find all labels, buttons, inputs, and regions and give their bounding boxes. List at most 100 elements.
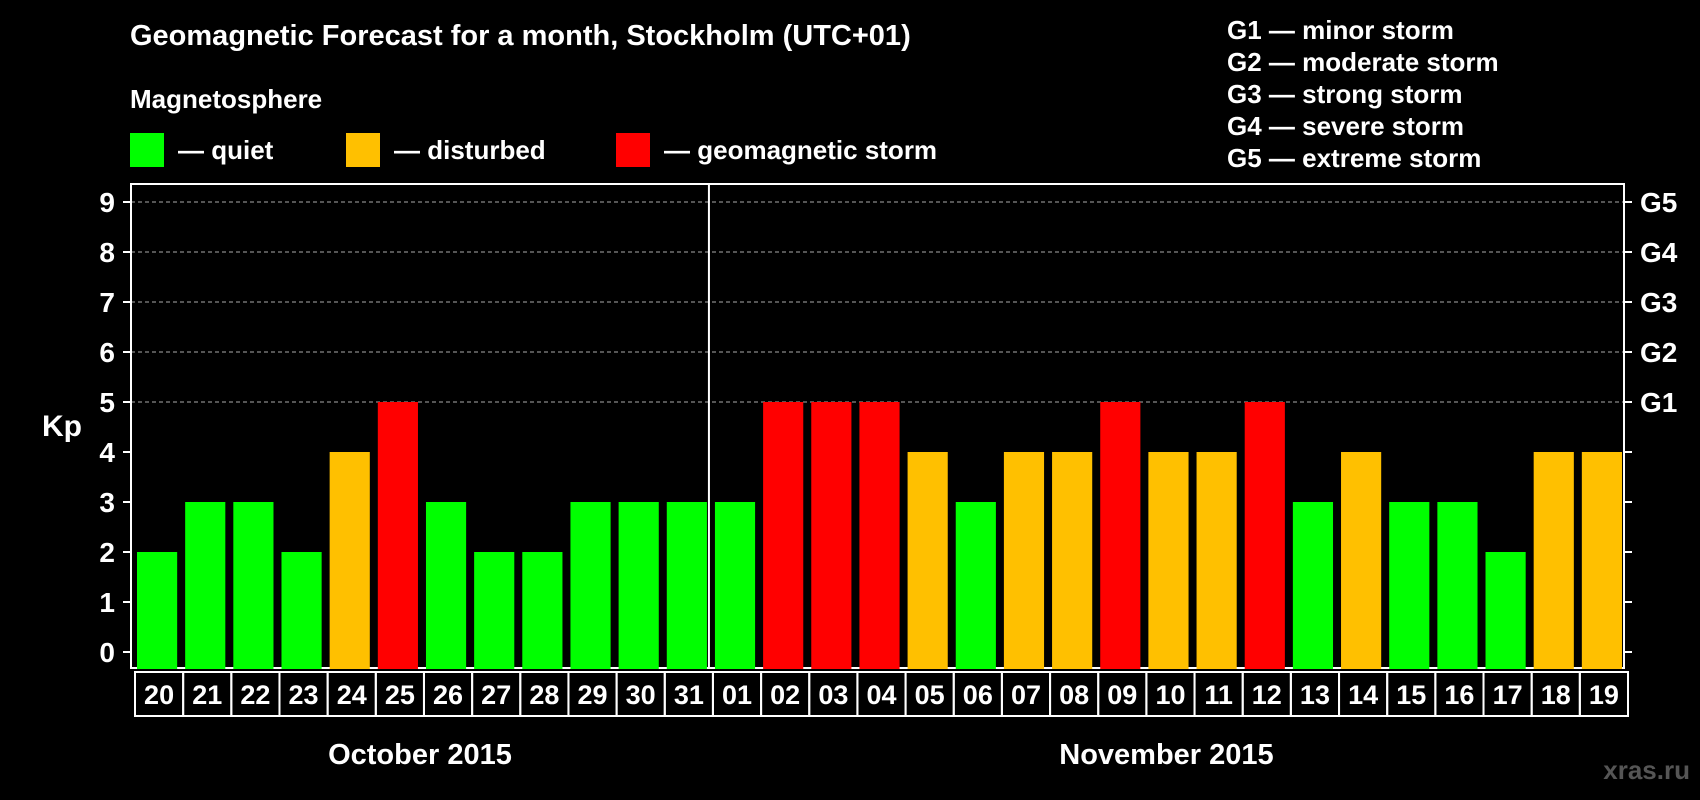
x-tick-label: 29: [578, 680, 608, 710]
chart-title: Geomagnetic Forecast for a month, Stockh…: [130, 20, 911, 52]
kp-bar: [859, 402, 900, 669]
legend-item-disturbed: — disturbed: [346, 133, 546, 167]
g-scale-label: G5: [1640, 187, 1677, 218]
x-tick-label: 11: [1204, 680, 1233, 710]
kp-bar: [1100, 402, 1141, 669]
x-tick-label: 06: [963, 680, 993, 710]
date-cell: [1578, 671, 1630, 717]
kp-bar: [522, 552, 563, 669]
kp-bar: [1148, 452, 1189, 669]
kp-bar: [1052, 452, 1093, 669]
x-tick-label: 18: [1541, 680, 1571, 710]
x-tick-label: 30: [626, 680, 656, 710]
kp-bar: [1485, 552, 1526, 669]
kp-bar: [377, 402, 418, 669]
kp-bar: [666, 502, 707, 669]
x-tick-label: 10: [1155, 680, 1185, 710]
y-tick-label: 6: [99, 337, 115, 368]
x-tick-label: 09: [1107, 680, 1137, 710]
kp-bar: [763, 402, 804, 669]
y-tick-label: 0: [99, 637, 115, 668]
kp-bar: [1389, 502, 1430, 669]
x-tick-label: 20: [144, 680, 174, 710]
x-tick-label: 08: [1059, 680, 1089, 710]
kp-bar: [1533, 452, 1574, 669]
legend-heading: Magnetosphere: [130, 84, 323, 114]
kp-bar: [1003, 452, 1045, 669]
disturbed-swatch: [346, 133, 380, 167]
kp-bar: [714, 502, 756, 669]
quiet-swatch: [130, 133, 164, 167]
x-tick-label: 25: [385, 680, 415, 710]
x-tick-label: 02: [770, 680, 800, 710]
x-tick-label: 24: [337, 680, 367, 710]
y-tick-label: 7: [99, 287, 115, 318]
x-tick-label: 03: [818, 680, 848, 710]
g-level-2: G2 — moderate storm: [1227, 47, 1499, 77]
g-scale-label: G1: [1640, 387, 1677, 418]
x-tick-label: 21: [192, 680, 222, 710]
g-scale-label: G4: [1640, 237, 1678, 268]
watermark: xras.ru: [1603, 755, 1690, 785]
x-tick-label: 31: [674, 680, 704, 710]
month-label: November 2015: [1059, 739, 1273, 771]
y-tick-label: 9: [99, 187, 115, 218]
g-level-4: G4 — severe storm: [1227, 111, 1465, 141]
kp-bar: [907, 452, 948, 669]
kp-bar: [1437, 502, 1478, 669]
x-tick-label: 14: [1348, 680, 1378, 710]
x-tick-label: 13: [1300, 680, 1330, 710]
y-tick-label: 4: [99, 437, 115, 468]
kp-bar: [1196, 452, 1237, 669]
y-axis-label: Kp: [42, 410, 82, 443]
g-level-1: G1 — minor storm: [1227, 15, 1454, 45]
kp-bar: [955, 502, 996, 669]
kp-bar: [618, 502, 659, 669]
storm-swatch: [616, 133, 650, 167]
g-level-legend: G1 — minor storm G2 — moderate storm G3 …: [1227, 14, 1499, 174]
kp-bar: [474, 552, 515, 669]
kp-bar: [1244, 402, 1285, 669]
legend-label-storm: — geomagnetic storm: [664, 134, 938, 165]
g-scale-label: G3: [1640, 287, 1677, 318]
kp-bar: [425, 502, 467, 669]
x-tick-label: 26: [433, 680, 463, 710]
kp-bar: [329, 452, 370, 669]
kp-bar: [233, 502, 274, 669]
x-tick-label: 01: [722, 680, 752, 710]
x-tick-label: 27: [481, 680, 511, 710]
y-tick-label: 1: [99, 587, 115, 618]
g-level-5: G5 — extreme storm: [1227, 143, 1482, 173]
kp-bar: [281, 552, 322, 669]
g-scale-label: G2: [1640, 337, 1677, 368]
x-tick-label: 07: [1011, 680, 1041, 710]
x-tick-label: 28: [529, 680, 559, 710]
legend-label-disturbed: — disturbed: [394, 134, 546, 165]
g-level-3: G3 — strong storm: [1227, 79, 1463, 109]
y-tick-label: 8: [99, 237, 115, 268]
month-label: October 2015: [328, 739, 512, 771]
kp-bar: [570, 502, 611, 669]
x-tick-label: 15: [1396, 680, 1426, 710]
kp-bar: [1341, 452, 1382, 669]
legend-item-quiet: — quiet: [130, 133, 273, 167]
y-tick-label: 3: [99, 487, 115, 518]
x-tick-label: 04: [866, 680, 896, 710]
kp-bar: [811, 402, 852, 669]
x-tick-label: 19: [1589, 680, 1619, 710]
kp-bar: [185, 502, 226, 669]
kp-bar: [1581, 452, 1622, 669]
legend-label-quiet: — quiet: [178, 134, 274, 165]
legend-item-storm: — geomagnetic storm: [616, 133, 937, 167]
x-tick-label: 12: [1252, 680, 1282, 710]
x-tick-label: 17: [1493, 680, 1523, 710]
kp-bar: [137, 552, 178, 669]
x-tick-label: 23: [289, 680, 319, 710]
kp-bar: [1292, 502, 1334, 669]
x-tick-label: 05: [915, 680, 945, 710]
y-tick-label: 2: [99, 537, 115, 568]
x-tick-label: 16: [1444, 680, 1474, 710]
y-tick-label: 5: [99, 387, 115, 418]
x-tick-label: 22: [240, 680, 270, 710]
